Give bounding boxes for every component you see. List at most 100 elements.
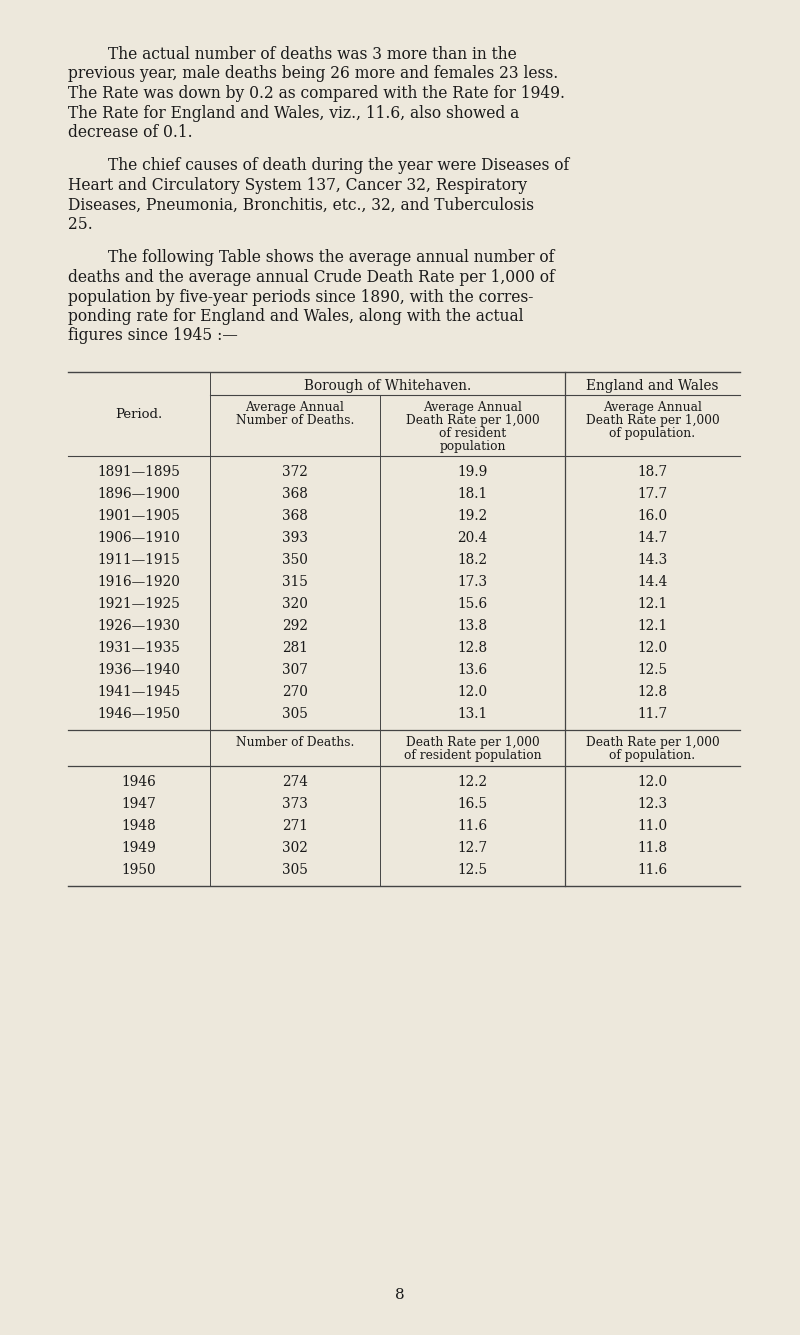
Text: 12.5: 12.5 [638, 663, 667, 677]
Text: of population.: of population. [610, 749, 695, 762]
Text: 11.8: 11.8 [638, 841, 667, 854]
Text: 373: 373 [282, 797, 308, 810]
Text: 20.4: 20.4 [458, 531, 488, 545]
Text: 12.8: 12.8 [458, 641, 487, 655]
Text: 13.8: 13.8 [458, 619, 487, 633]
Text: 16.5: 16.5 [458, 797, 487, 810]
Text: previous year, male deaths being 26 more and females 23 less.: previous year, male deaths being 26 more… [68, 65, 558, 83]
Text: Diseases, Pneumonia, Bronchitis, etc., 32, and Tuberculosis: Diseases, Pneumonia, Bronchitis, etc., 3… [68, 196, 534, 214]
Text: 292: 292 [282, 619, 308, 633]
Text: 18.7: 18.7 [638, 465, 667, 479]
Text: 1906—1910: 1906—1910 [98, 531, 181, 545]
Text: 16.0: 16.0 [638, 509, 667, 523]
Text: 271: 271 [282, 818, 308, 833]
Text: 12.0: 12.0 [638, 776, 667, 789]
Text: 1921—1925: 1921—1925 [98, 597, 181, 611]
Text: 19.9: 19.9 [458, 465, 488, 479]
Text: 1901—1905: 1901—1905 [98, 509, 181, 523]
Text: 13.6: 13.6 [458, 663, 487, 677]
Text: ponding rate for England and Wales, along with the actual: ponding rate for England and Wales, alon… [68, 308, 523, 324]
Text: Borough of Whitehaven.: Borough of Whitehaven. [304, 379, 471, 392]
Text: Death Rate per 1,000: Death Rate per 1,000 [406, 736, 539, 749]
Text: 302: 302 [282, 841, 308, 854]
Text: The Rate for England and Wales, viz., 11.6, also showed a: The Rate for England and Wales, viz., 11… [68, 104, 519, 121]
Text: Average Annual: Average Annual [423, 400, 522, 414]
Text: of resident population: of resident population [404, 749, 542, 762]
Text: 15.6: 15.6 [458, 597, 487, 611]
Text: The Rate was down by 0.2 as compared with the Rate for 1949.: The Rate was down by 0.2 as compared wit… [68, 85, 565, 101]
Text: 305: 305 [282, 862, 308, 877]
Text: figures since 1945 :—: figures since 1945 :— [68, 327, 238, 344]
Text: Average Annual: Average Annual [246, 400, 345, 414]
Text: 320: 320 [282, 597, 308, 611]
Text: 12.8: 12.8 [638, 685, 667, 700]
Text: Death Rate per 1,000: Death Rate per 1,000 [406, 414, 539, 427]
Text: Period.: Period. [115, 407, 162, 421]
Text: 315: 315 [282, 575, 308, 589]
Text: 1911—1915: 1911—1915 [98, 553, 181, 567]
Text: 1926—1930: 1926—1930 [98, 619, 181, 633]
Text: 14.4: 14.4 [638, 575, 668, 589]
Text: 12.3: 12.3 [638, 797, 667, 810]
Text: 8: 8 [395, 1288, 405, 1302]
Text: 1941—1945: 1941—1945 [98, 685, 181, 700]
Text: England and Wales: England and Wales [586, 379, 718, 392]
Text: 1916—1920: 1916—1920 [98, 575, 181, 589]
Text: 12.0: 12.0 [458, 685, 487, 700]
Text: 18.1: 18.1 [458, 487, 487, 501]
Text: population: population [439, 441, 506, 453]
Text: of resident: of resident [439, 427, 506, 441]
Text: 1896—1900: 1896—1900 [98, 487, 181, 501]
Text: 372: 372 [282, 465, 308, 479]
Text: of population.: of population. [610, 427, 695, 441]
Text: 1950: 1950 [122, 862, 156, 877]
Text: 368: 368 [282, 509, 308, 523]
Text: Number of Deaths.: Number of Deaths. [236, 414, 354, 427]
Text: 11.6: 11.6 [638, 862, 667, 877]
Text: 17.3: 17.3 [458, 575, 487, 589]
Text: 12.0: 12.0 [638, 641, 667, 655]
Text: The following Table shows the average annual number of: The following Table shows the average an… [108, 250, 554, 267]
Text: 12.5: 12.5 [458, 862, 487, 877]
Text: 12.7: 12.7 [458, 841, 487, 854]
Text: Death Rate per 1,000: Death Rate per 1,000 [586, 736, 719, 749]
Text: 274: 274 [282, 776, 308, 789]
Text: decrease of 0.1.: decrease of 0.1. [68, 124, 193, 142]
Text: 1949: 1949 [122, 841, 157, 854]
Text: 393: 393 [282, 531, 308, 545]
Text: 14.3: 14.3 [638, 553, 668, 567]
Text: 18.2: 18.2 [458, 553, 487, 567]
Text: deaths and the average annual Crude Death Rate per 1,000 of: deaths and the average annual Crude Deat… [68, 268, 554, 286]
Text: 305: 305 [282, 708, 308, 721]
Text: The actual number of deaths was 3 more than in the: The actual number of deaths was 3 more t… [108, 45, 517, 63]
Text: 11.7: 11.7 [638, 708, 667, 721]
Text: 14.7: 14.7 [638, 531, 668, 545]
Text: Heart and Circulatory System 137, Cancer 32, Respiratory: Heart and Circulatory System 137, Cancer… [68, 178, 527, 194]
Text: 12.2: 12.2 [458, 776, 487, 789]
Text: The chief causes of death during the year were Diseases of: The chief causes of death during the yea… [108, 158, 570, 175]
Text: 11.0: 11.0 [638, 818, 667, 833]
Text: 1936—1940: 1936—1940 [98, 663, 181, 677]
Text: 368: 368 [282, 487, 308, 501]
Text: 1947: 1947 [122, 797, 156, 810]
Text: Number of Deaths.: Number of Deaths. [236, 736, 354, 749]
Text: 1946—1950: 1946—1950 [98, 708, 181, 721]
Text: 270: 270 [282, 685, 308, 700]
Text: 1946: 1946 [122, 776, 156, 789]
Text: 13.1: 13.1 [458, 708, 487, 721]
Text: 25.: 25. [68, 216, 93, 234]
Text: 1931—1935: 1931—1935 [98, 641, 181, 655]
Text: 1948: 1948 [122, 818, 156, 833]
Text: population by five-year periods since 1890, with the corres-: population by five-year periods since 18… [68, 288, 534, 306]
Text: 11.6: 11.6 [458, 818, 487, 833]
Text: 1891—1895: 1891—1895 [98, 465, 181, 479]
Text: 12.1: 12.1 [638, 619, 667, 633]
Text: Death Rate per 1,000: Death Rate per 1,000 [586, 414, 719, 427]
Text: 17.7: 17.7 [638, 487, 667, 501]
Text: 281: 281 [282, 641, 308, 655]
Text: 19.2: 19.2 [458, 509, 488, 523]
Text: 350: 350 [282, 553, 308, 567]
Text: 12.1: 12.1 [638, 597, 667, 611]
Text: 307: 307 [282, 663, 308, 677]
Text: Average Annual: Average Annual [603, 400, 702, 414]
